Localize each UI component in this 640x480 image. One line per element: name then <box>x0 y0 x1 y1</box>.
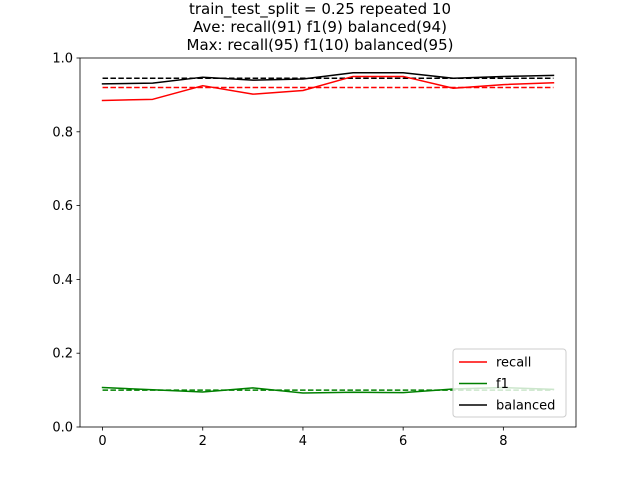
x-tick-label: 4 <box>299 434 307 449</box>
series-line-balanced <box>101 72 555 85</box>
y-tick-label: 0.4 <box>52 273 73 288</box>
y-tick-label: 0.8 <box>52 125 73 140</box>
axes-frame <box>79 57 577 428</box>
x-tick-label: 6 <box>399 434 407 449</box>
legend-label-f1: f1 <box>496 377 509 392</box>
x-tick-label: 8 <box>499 434 507 449</box>
chart-title-line-2: Ave: recall(91) f1(9) balanced(94) <box>193 18 447 36</box>
chart-title-line-1: train_test_split = 0.25 repeated 10 <box>188 0 452 18</box>
legend-label-recall: recall <box>496 356 531 371</box>
y-tick-label: 1.0 <box>52 52 73 67</box>
series-line-recall <box>101 75 555 102</box>
x-tick-label: 0 <box>98 434 106 449</box>
y-tick-label: 0.6 <box>52 199 73 214</box>
y-tick-label: 0.2 <box>52 347 73 362</box>
legend-label-balanced: balanced <box>496 399 555 414</box>
legend-box <box>452 348 567 418</box>
y-tick-label: 0.0 <box>52 421 73 436</box>
chart-title-line-3: Max: recall(95) f1(10) balanced(95) <box>186 36 454 54</box>
x-tick-label: 2 <box>199 434 207 449</box>
